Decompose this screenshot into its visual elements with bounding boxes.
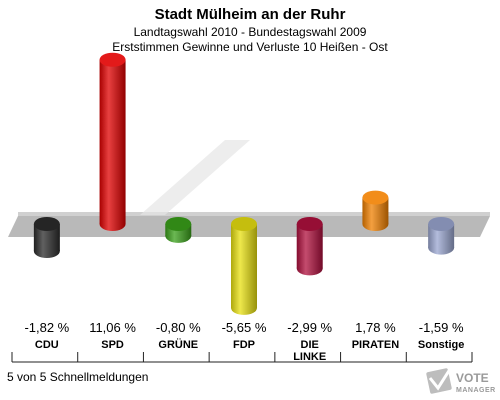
- decorative-shadow: [140, 140, 250, 215]
- bar-6: [428, 217, 455, 255]
- status-text: 5 von 5 Schnellmeldungen: [7, 370, 148, 384]
- value-label-0: -1,82 %: [24, 320, 69, 335]
- bar-1: [99, 52, 126, 231]
- votemanager-logo: VOTE MANAGER: [426, 365, 496, 394]
- value-labels-group: -1,82 % 11,06 % -0,80 % -5,65 % -2,99 % 1,78 …: [24, 320, 464, 335]
- category-label-2: GRÜNE: [158, 338, 198, 351]
- value-label-2: -0,80 %: [156, 320, 201, 335]
- chart-subtitle-1: Landtagswahl 2010 - Bundestagswahl 2009: [134, 25, 367, 39]
- bar-2: [165, 217, 192, 243]
- logo-line-2: MANAGER: [456, 387, 496, 394]
- bars-group: [33, 52, 455, 315]
- logo-line-1: VOTE: [456, 371, 489, 385]
- category-label-6: Sonstige: [418, 339, 464, 351]
- baseline-plane-top: [18, 212, 490, 216]
- value-label-6: -1,59 %: [419, 320, 464, 335]
- value-label-5: 1,78 %: [355, 320, 396, 335]
- bar-0: [33, 217, 60, 259]
- value-label-4: -2,99 %: [287, 320, 332, 335]
- value-label-3: -5,65 %: [222, 320, 267, 335]
- bar-5: [362, 190, 389, 231]
- value-label-1: 11,06 %: [89, 320, 136, 335]
- bar-3: [231, 217, 257, 315]
- axis-ticks-group: [11, 352, 473, 362]
- category-label-5: PIRATEN: [352, 339, 400, 351]
- category-label-3: FDP: [233, 339, 255, 351]
- category-label-1: SPD: [101, 339, 124, 351]
- category-label-4: DIE: [301, 339, 319, 351]
- chart-title: Stadt Mülheim an der Ruhr: [155, 6, 346, 23]
- bar-4: [296, 217, 323, 276]
- checkmark-ballot-icon: [426, 365, 454, 394]
- chart-subtitle-2: Erststimmen Gewinne und Verluste 10 Heiß…: [112, 40, 388, 54]
- category-label-4-line2: LINKE: [293, 351, 326, 363]
- category-label-0: CDU: [35, 339, 59, 351]
